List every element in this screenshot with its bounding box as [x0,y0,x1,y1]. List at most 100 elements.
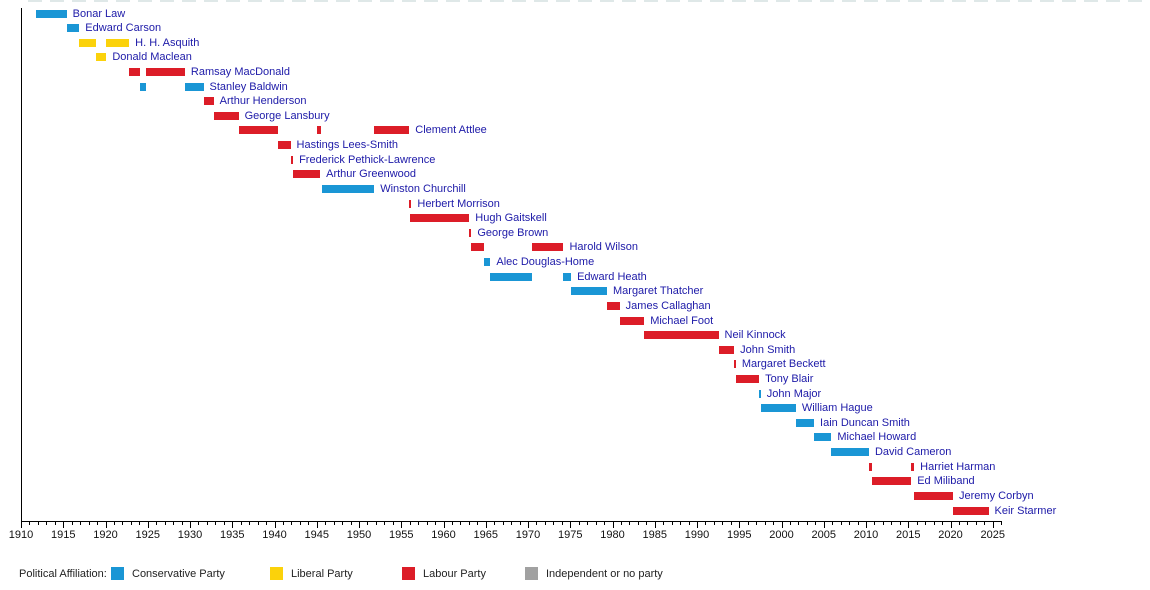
x-axis-minor-tick [282,522,284,525]
x-axis-minor-tick [333,522,335,525]
leader-name-link[interactable]: Alec Douglas-Home [496,256,595,269]
x-axis-minor-tick [249,522,251,525]
timeline-bar[interactable] [911,462,915,471]
leader-name-link[interactable]: George Brown [477,226,549,239]
timeline-bar[interactable] [871,477,912,486]
x-axis-minor-tick [604,522,606,525]
timeline-bar[interactable] [96,53,107,62]
timeline-bar[interactable] [484,258,491,267]
leader-name-link[interactable]: Iain Duncan Smith [820,416,910,429]
timeline-bar[interactable] [718,345,735,354]
timeline-bar[interactable] [619,316,645,325]
leader-name-link[interactable]: Ed Miliband [917,475,975,488]
leader-name-link[interactable]: Keir Starmer [994,504,1057,517]
timeline-bar[interactable] [531,243,564,252]
leader-name-link[interactable]: Edward Carson [85,22,162,35]
timeline-bar[interactable] [290,155,294,164]
leader-name-link[interactable]: Winston Churchill [380,182,466,195]
timeline-bar[interactable] [607,301,620,310]
legend-label-liberal: Liberal Party [291,568,353,580]
leader-name-link[interactable]: Jeremy Corbyn [959,489,1034,502]
timeline-bar[interactable] [795,418,815,427]
x-axis-minor-tick [688,522,690,525]
x-axis-minor-tick [891,522,893,525]
timeline-bar[interactable] [129,67,140,76]
x-axis-tick-label: 1910 [8,529,34,541]
leader-name-link[interactable]: Hugh Gaitskell [475,212,547,225]
leader-name-link[interactable]: William Hague [801,402,873,415]
timeline-bar[interactable] [293,170,321,179]
x-axis-minor-tick [198,522,200,525]
timeline-bar[interactable] [814,433,832,442]
timeline-bar[interactable] [79,38,97,47]
timeline-bar[interactable] [914,491,954,500]
timeline-bar[interactable] [469,228,472,237]
x-axis-major-tick [654,522,656,528]
leader-name-link[interactable]: Arthur Henderson [219,95,307,108]
leader-name-link[interactable]: David Cameron [874,446,952,459]
leader-name-link[interactable]: Neil Kinnock [724,329,786,342]
x-axis-minor-tick [958,522,960,525]
leader-name-link[interactable]: Tony Blair [765,373,814,385]
leader-name-link[interactable]: John Smith [740,343,796,356]
x-axis-minor-tick [899,522,901,525]
timeline-bar[interactable] [490,272,532,281]
timeline-bar[interactable] [106,38,130,47]
timeline-bar[interactable] [760,404,796,413]
leader-name-link[interactable]: Herbert Morrison [417,197,500,210]
leader-name-link[interactable]: Michael Foot [650,314,714,327]
timeline-bar[interactable] [563,272,572,281]
leader-name-link[interactable]: Harold Wilson [569,241,638,254]
leader-name-link[interactable]: H. H. Asquith [135,36,200,49]
x-axis-minor-tick [223,522,225,525]
timeline-bar[interactable] [139,82,147,91]
timeline-bar[interactable] [409,214,470,223]
leader-name-link[interactable]: Bonar Law [72,7,126,20]
x-axis-minor-tick [857,522,859,525]
x-axis-minor-tick [139,522,141,525]
leader-name-link[interactable]: John Major [766,387,822,400]
leader-name-link[interactable]: Clement Attlee [415,124,487,137]
timeline-bar[interactable] [317,126,321,135]
timeline-bar[interactable] [735,375,760,383]
timeline-bar[interactable] [734,360,737,369]
x-axis-minor-tick [578,522,580,525]
x-axis-minor-tick [122,522,124,525]
timeline-bar[interactable] [213,111,239,120]
timeline-bar[interactable] [571,287,607,296]
timeline-bar[interactable] [321,184,375,193]
timeline-bar[interactable] [36,9,67,18]
timeline-bar[interactable] [203,97,214,106]
leader-name-link[interactable]: Margaret Beckett [741,358,826,371]
leader-name-link[interactable]: Frederick Pethick-Lawrence [299,153,436,166]
timeline-bar[interactable] [471,243,485,252]
leader-name-link[interactable]: Michael Howard [837,431,917,444]
x-axis-minor-tick [849,522,851,525]
x-axis-tick-label: 2015 [896,529,921,541]
timeline-bar[interactable] [831,448,869,457]
leader-name-link[interactable]: Harriet Harman [920,460,996,473]
leader-name-link[interactable]: Edward Heath [577,270,647,283]
timeline-bar[interactable] [184,82,204,91]
x-axis-minor-tick [215,522,217,525]
leader-name-link[interactable]: Arthur Greenwood [326,168,417,181]
timeline-bar[interactable] [374,126,410,135]
timeline-bar[interactable] [409,199,412,208]
leader-name-link[interactable]: Donald Maclean [112,51,192,64]
leader-name-link[interactable]: Hastings Lees-Smith [296,139,399,152]
x-axis-major-tick [739,522,741,528]
timeline-bar[interactable] [146,67,185,76]
timeline-bar[interactable] [868,462,872,471]
timeline-bar[interactable] [644,331,719,340]
timeline-bar[interactable] [238,126,278,135]
leader-name-link[interactable]: Stanley Baldwin [209,80,288,93]
timeline-bar[interactable] [277,141,291,150]
leader-name-link[interactable]: Margaret Thatcher [613,285,704,298]
timeline-bar[interactable] [66,24,80,33]
leader-name-link[interactable]: Ramsay MacDonald [190,65,290,78]
timeline-bar[interactable] [953,506,989,515]
leader-name-link[interactable]: James Callaghan [625,299,711,312]
timeline-bar[interactable] [759,389,762,398]
x-axis-major-tick [190,522,191,528]
leader-name-link[interactable]: George Lansbury [244,109,330,122]
